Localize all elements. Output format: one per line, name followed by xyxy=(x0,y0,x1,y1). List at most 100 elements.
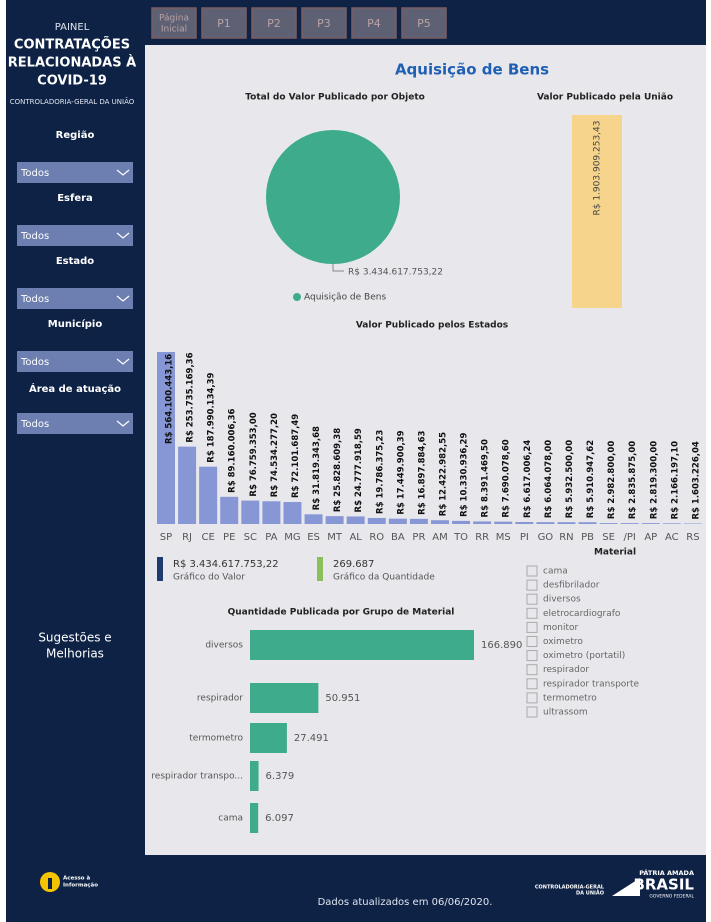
filter-dropdown[interactable] xyxy=(17,225,133,246)
bar xyxy=(250,723,287,753)
filter-label: Município xyxy=(48,318,103,330)
bar-value-label: R$ 2.819.300,00 xyxy=(649,441,659,519)
bar-value-label: R$ 2.835.875,00 xyxy=(628,441,638,519)
brand-main: BRASIL xyxy=(633,876,694,894)
bar xyxy=(199,466,218,524)
sidebar-title: RELACIONADAS À xyxy=(8,55,136,71)
bar xyxy=(241,500,260,524)
bar-value-label: R$ 1.903.909.253,43 xyxy=(593,121,603,216)
nav-button[interactable] xyxy=(201,7,247,39)
checkbox[interactable] xyxy=(526,664,538,676)
y-tick-label: respirador transpo... xyxy=(151,772,243,782)
nav-button[interactable] xyxy=(301,7,347,39)
nav-button[interactable] xyxy=(351,7,397,39)
filter-dropdown[interactable] xyxy=(17,162,133,183)
filter-value: Todos xyxy=(20,168,49,179)
slicer-item: diversos xyxy=(543,595,581,605)
nav-button-label: P3 xyxy=(317,17,331,30)
nav-button-label: Página xyxy=(159,14,189,24)
x-tick-label: SE xyxy=(602,532,615,543)
bar xyxy=(346,516,365,524)
filter-dropdown[interactable] xyxy=(17,413,133,434)
x-tick-label: AL xyxy=(349,532,362,543)
filter-dropdown[interactable] xyxy=(17,351,133,372)
access-icon-mark xyxy=(48,878,52,889)
x-tick-label: PB xyxy=(581,532,594,543)
bar-value-label: R$ 76.759.353,00 xyxy=(249,412,259,496)
bar-value-label: R$ 253.735.169,36 xyxy=(186,352,196,442)
pie-slice xyxy=(266,130,400,264)
footer-updated: Dados atualizados em 06/06/2020. xyxy=(318,897,493,908)
chart-title: Total do Valor Publicado por Objeto xyxy=(245,93,425,103)
bar-value-label: R$ 2.166.197,10 xyxy=(670,441,680,519)
checkbox[interactable] xyxy=(526,579,538,591)
slicer-item: oximetro (portatil) xyxy=(543,651,625,661)
bar-value-label: R$ 72.101.687,49 xyxy=(291,414,301,498)
sidebar-org: CONTROLADORIA-GERAL DA UNIÃO xyxy=(10,97,135,106)
dropdown-chevron xyxy=(116,420,130,427)
x-tick-label: BA xyxy=(391,532,405,543)
nav-button[interactable] xyxy=(401,7,447,39)
checkbox[interactable] xyxy=(526,621,538,633)
page-title: Aquisição de Bens xyxy=(395,61,549,79)
checkbox[interactable] xyxy=(526,565,538,577)
slicer-item: eletrocardiografo xyxy=(543,609,621,619)
x-tick-label: PA xyxy=(265,532,277,543)
x-tick-label: MG xyxy=(284,532,300,543)
bar xyxy=(367,517,386,524)
bar xyxy=(473,521,492,524)
bar-value-label: R$ 187.990.134,39 xyxy=(207,372,217,462)
dropdown-chevron xyxy=(116,295,130,302)
bar xyxy=(578,522,597,524)
nav-button-label: P1 xyxy=(217,17,231,30)
card-caption: Gráfico do Valor xyxy=(173,573,245,583)
x-tick-label: RR xyxy=(475,532,489,543)
bar-value-label: R$ 89.160.006,36 xyxy=(228,408,238,492)
bar xyxy=(557,522,576,524)
card-caption: Gráfico da Quantidade xyxy=(333,573,435,583)
bar-value-label: R$ 10.330.936,29 xyxy=(460,433,470,517)
filter-value: Todos xyxy=(20,357,49,368)
filter-dropdown[interactable] xyxy=(17,288,133,309)
checkbox[interactable] xyxy=(526,650,538,662)
bar-value-label: R$ 74.534.277,20 xyxy=(270,413,280,497)
x-tick-label: PE xyxy=(223,532,235,543)
bar-value-label: R$ 564.100.443,16 xyxy=(165,354,175,444)
nav-button[interactable] xyxy=(151,7,197,39)
suggestions: Sugestões e xyxy=(38,631,111,645)
filter-value: Todos xyxy=(20,419,49,430)
slicer-item: desfibrilador xyxy=(543,581,600,591)
dropdown-chevron xyxy=(116,169,130,176)
x-tick-label: MT xyxy=(327,532,343,543)
checkbox[interactable] xyxy=(526,593,538,605)
access-label: Informação xyxy=(63,883,98,889)
bar-value-label: 6.379 xyxy=(266,771,295,782)
bar xyxy=(620,523,639,524)
bar xyxy=(262,501,281,524)
x-tick-label: ES xyxy=(307,532,320,543)
checkbox[interactable] xyxy=(526,692,538,704)
slicer-item: oximetro xyxy=(543,637,583,647)
x-tick-label: AM xyxy=(432,532,447,543)
bar xyxy=(572,115,622,308)
bar xyxy=(388,518,407,524)
card-swatch xyxy=(157,557,163,581)
nav-button-label: P4 xyxy=(367,17,381,30)
chart-title: Valor Publicado pelos Estados xyxy=(356,321,508,331)
checkbox[interactable] xyxy=(526,678,538,690)
bar-value-label: 27.491 xyxy=(294,733,329,744)
slicer-item: cama xyxy=(543,567,568,577)
checkbox[interactable] xyxy=(526,636,538,647)
filter-value: Todos xyxy=(20,294,49,305)
checkbox[interactable] xyxy=(526,607,538,619)
chart-title: Quantidade Publicada por Grupo de Materi… xyxy=(228,608,455,618)
bar xyxy=(283,502,302,524)
x-tick-label: TO xyxy=(453,532,468,543)
nav-button[interactable] xyxy=(251,7,297,39)
checkbox[interactable] xyxy=(526,706,538,718)
cgu-label: CONTROLADORIA-GERAL xyxy=(535,885,605,891)
legend-label: Aquisição de Bens xyxy=(304,293,386,303)
x-tick-label: SC xyxy=(244,532,257,543)
bar-value-label: R$ 6.064.078,00 xyxy=(544,440,554,518)
